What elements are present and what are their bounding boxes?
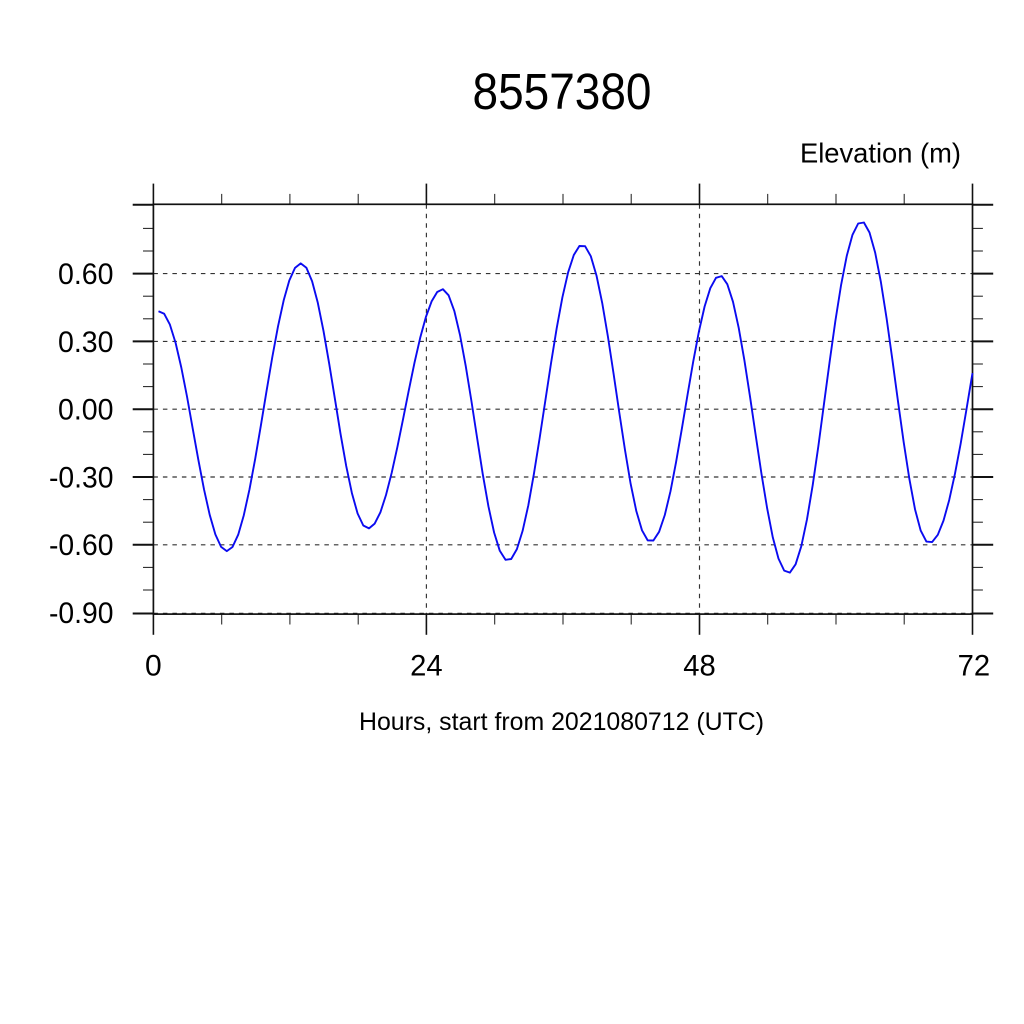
svg-text:0.30: 0.30 — [58, 326, 114, 359]
svg-text:72: 72 — [958, 650, 991, 683]
svg-text:-0.30: -0.30 — [49, 461, 114, 494]
svg-text:0.00: 0.00 — [58, 394, 114, 427]
svg-text:48: 48 — [683, 650, 716, 683]
svg-text:0: 0 — [145, 650, 162, 683]
svg-text:-0.90: -0.90 — [49, 597, 114, 630]
svg-text:-0.60: -0.60 — [49, 529, 114, 562]
svg-text:Elevation (m): Elevation (m) — [800, 137, 961, 168]
svg-text:Hours, start from 2021080712 (: Hours, start from 2021080712 (UTC) — [359, 708, 764, 736]
svg-text:0.60: 0.60 — [58, 258, 114, 291]
svg-text:8557380: 8557380 — [473, 63, 652, 120]
svg-text:24: 24 — [410, 650, 443, 683]
